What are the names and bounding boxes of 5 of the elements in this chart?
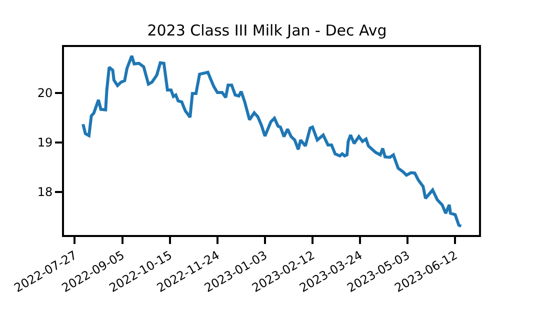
line-series — [82, 54, 463, 228]
chart-title: 2023 Class III Milk Jan - Dec Avg — [147, 21, 387, 40]
y-tick-label: 19 — [37, 136, 53, 150]
y-tick-label: 18 — [37, 185, 53, 200]
y-tick-label: 20 — [37, 86, 53, 100]
